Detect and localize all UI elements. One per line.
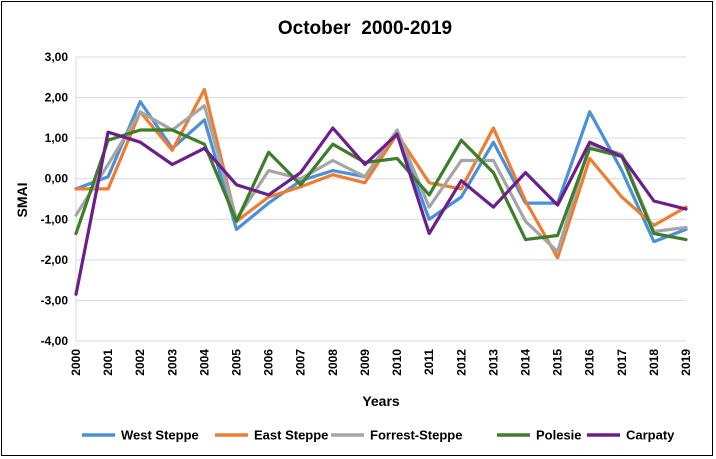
x-tick-label: 2015: [551, 349, 565, 376]
x-tick-label: 2008: [326, 349, 340, 376]
legend: West Steppe East Steppe Forrest-Steppe Pole…: [82, 428, 675, 443]
x-tick-label: 2000: [69, 349, 83, 376]
y-axis-label: SMAI: [14, 183, 30, 218]
y-tick-label: -1,00: [41, 212, 69, 226]
x-tick-label: 2014: [518, 349, 532, 376]
y-tick-label: -2,00: [41, 253, 69, 267]
x-tick-label: 2003: [165, 349, 179, 376]
series-line-2: [74, 87, 688, 260]
legend-label: Forrest-Steppe: [370, 428, 462, 443]
x-tick-label: 2009: [358, 349, 372, 376]
gridlines: [75, 56, 686, 342]
series-lines: [74, 87, 688, 296]
x-tick-label: 2016: [583, 349, 597, 376]
series-line-1: [74, 99, 688, 244]
x-tick-label: 2002: [133, 349, 147, 376]
x-tick-label: 2011: [422, 349, 436, 375]
x-tick-label: 2001: [101, 349, 115, 376]
chart-title: October 2000-2019: [278, 18, 452, 39]
legend-label: East Steppe: [254, 428, 328, 443]
x-axis-label: Years: [362, 393, 400, 409]
x-tick-label: 2010: [390, 349, 404, 376]
y-tick-label: -3,00: [41, 293, 69, 307]
legend-label: Polesie: [536, 428, 582, 443]
x-tick-label: 2019: [679, 349, 693, 376]
y-tick-label: 1,00: [45, 131, 69, 145]
y-tick-labels: 3,00 2,00 1,00 0,00 -1,00 -2,00 -3,00 -4,00: [41, 50, 69, 348]
y-tick-label: -4,00: [41, 334, 69, 348]
series-line-4: [74, 128, 688, 242]
legend-label: West Steppe: [121, 428, 199, 443]
x-tick-label: 2004: [197, 349, 211, 376]
y-tick-label: 3,00: [45, 50, 69, 64]
x-tick-label: 2005: [230, 349, 244, 376]
x-tick-label: 2018: [647, 349, 661, 376]
x-tick-label: 2012: [454, 349, 468, 376]
legend-label: Carpaty: [626, 428, 675, 443]
x-tick-label: 2007: [294, 349, 308, 376]
series-line-5: [74, 126, 688, 296]
y-tick-label: 2,00: [45, 91, 69, 105]
x-tick-labels: 2000 2001 2002 2003 2004 2005 2006 2007 2008 2009…: [69, 349, 693, 376]
x-tick-label: 2006: [262, 349, 276, 376]
y-tick-label: 0,00: [45, 172, 69, 186]
x-tick-label: 2013: [486, 349, 500, 376]
x-tick-label: 2017: [615, 349, 629, 376]
